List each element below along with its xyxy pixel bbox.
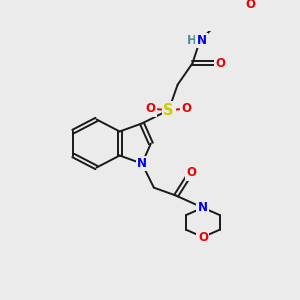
Text: H: H (187, 34, 196, 47)
Text: O: O (182, 102, 191, 115)
Text: O: O (146, 102, 156, 115)
Text: N: N (137, 157, 147, 170)
Text: O: O (245, 0, 255, 11)
Text: N: N (198, 201, 208, 214)
Text: S: S (164, 103, 174, 118)
Text: O: O (215, 57, 225, 70)
Text: O: O (186, 167, 196, 179)
Text: O: O (198, 231, 208, 244)
Text: N: N (196, 34, 206, 47)
